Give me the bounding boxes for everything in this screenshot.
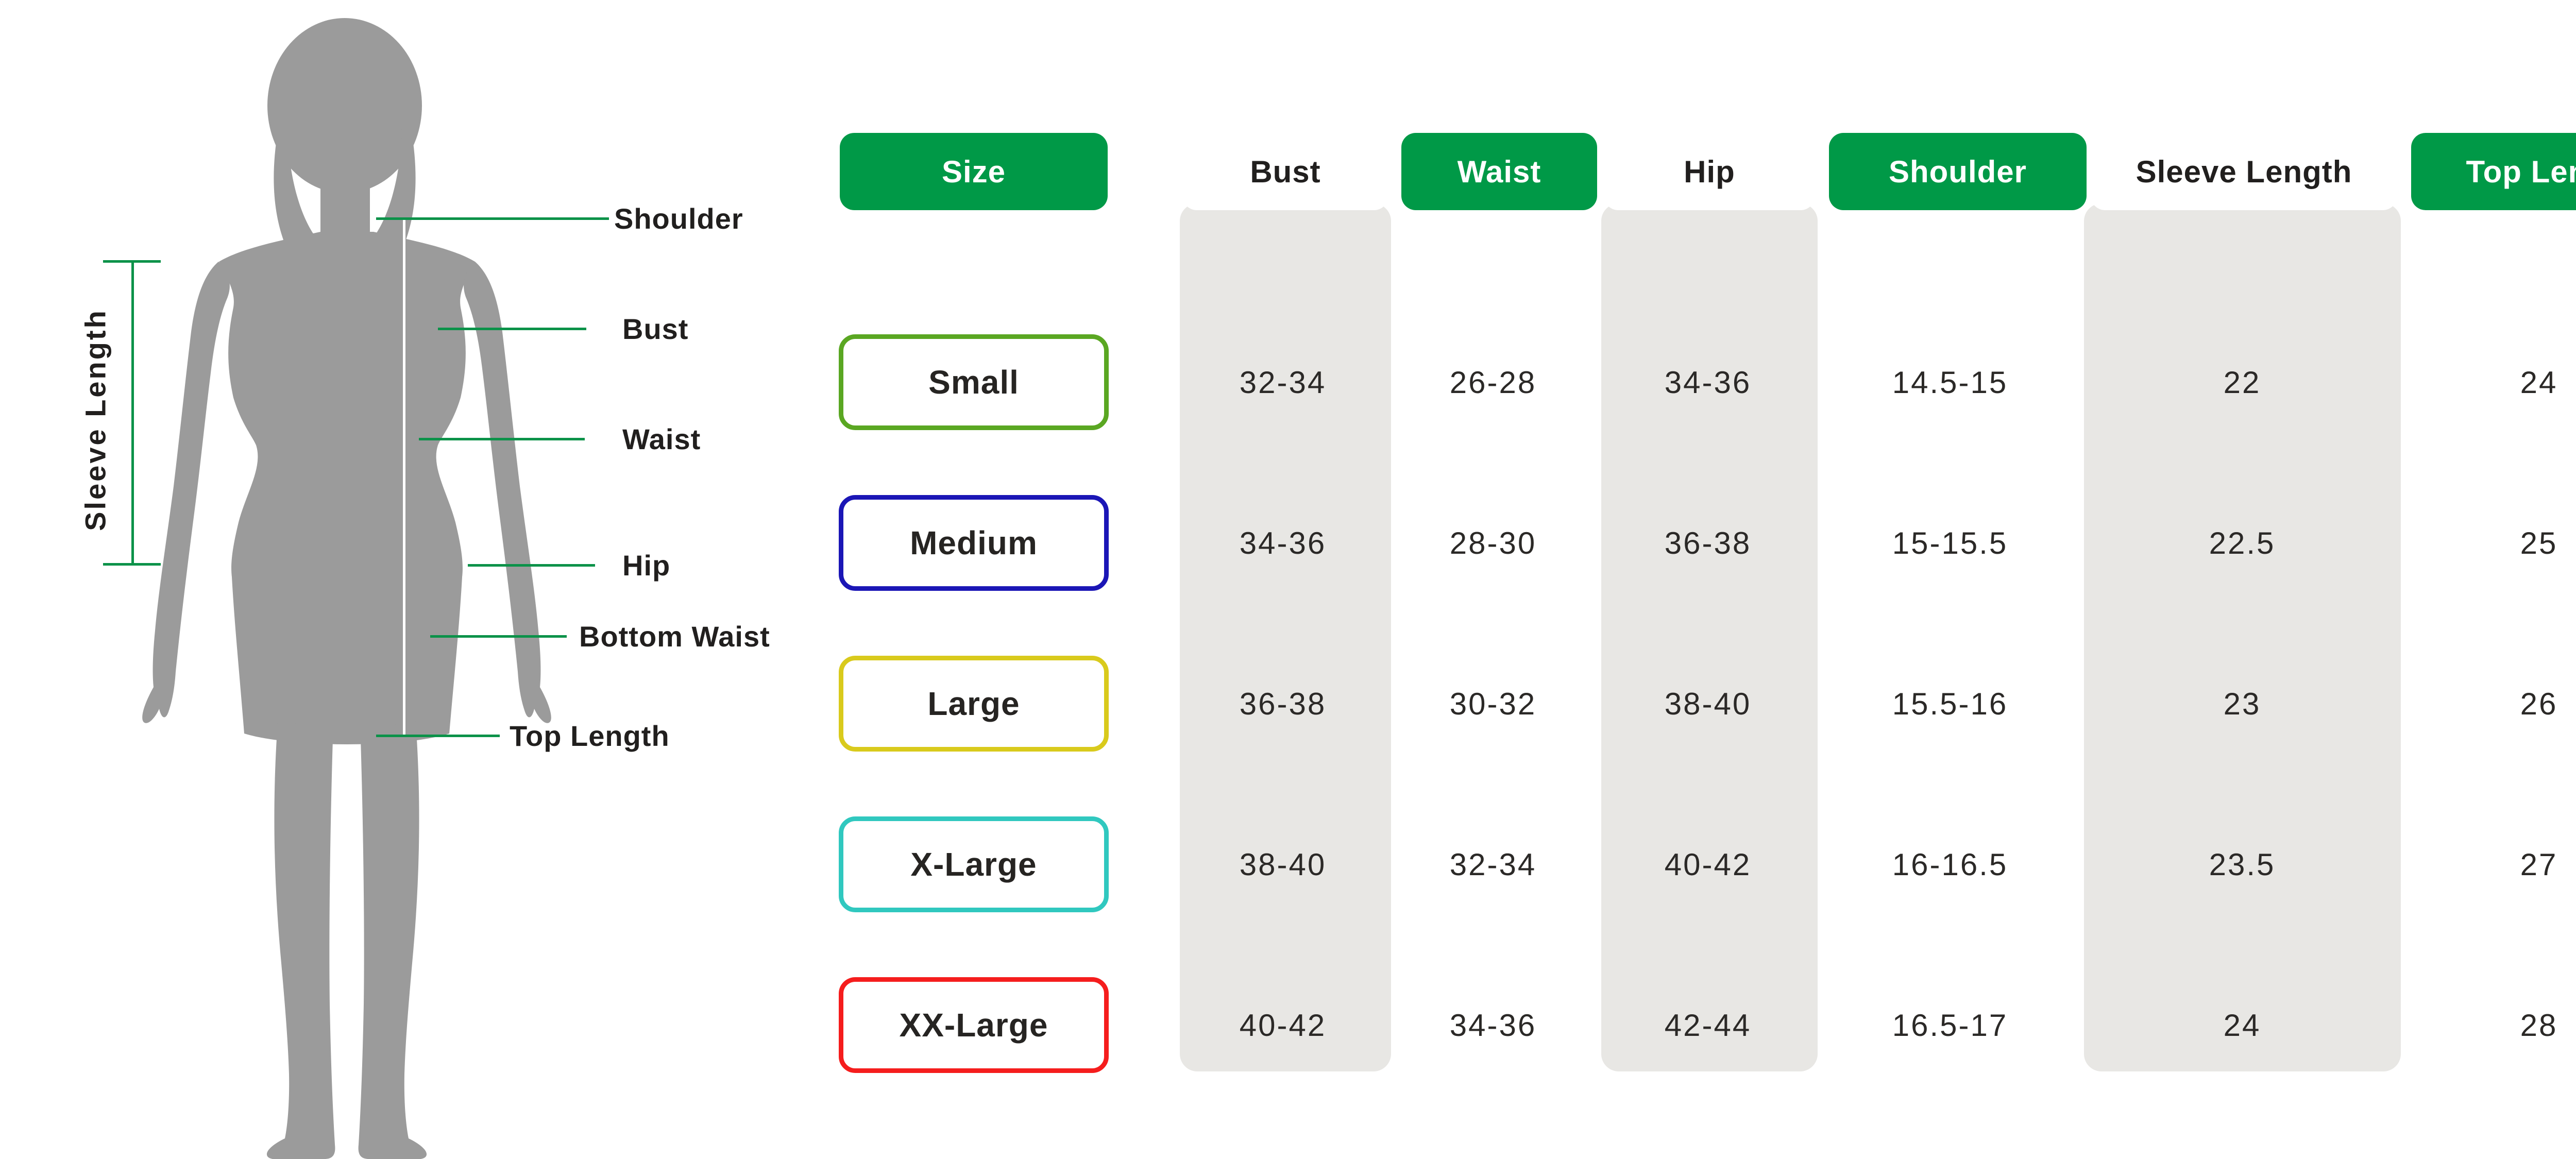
size-row-x-large: X-Large: [839, 816, 1109, 912]
top-length-callout-line: [376, 735, 500, 737]
header-top-length: Top Length: [2411, 133, 2576, 210]
sleeve-length-bracket-line: [131, 261, 134, 566]
header-hip: Hip: [1604, 133, 1815, 210]
waist-callout-line: [419, 438, 585, 440]
shoulder-label: Shoulder: [614, 202, 743, 235]
top-length-x-large: 27: [2520, 847, 2558, 882]
bust-small: 32-34: [1239, 365, 1327, 400]
top-length-xx-large: 28: [2520, 1008, 2558, 1043]
bust-label: Bust: [622, 312, 689, 345]
bust-medium: 34-36: [1239, 525, 1327, 560]
hip-xx-large: 42-44: [1664, 1008, 1752, 1043]
waist-label: Waist: [622, 422, 701, 455]
size-row-xx-large: XX-Large: [839, 977, 1109, 1073]
shoulder-callout-line: [376, 217, 609, 220]
top-length-label: Top Length: [510, 719, 670, 752]
bust-xx-large: 40-42: [1239, 1008, 1327, 1043]
shoulder-large: 15.5-16: [1892, 686, 2008, 721]
hip-large: 38-40: [1664, 686, 1752, 721]
bust-large: 36-38: [1239, 686, 1327, 721]
silhouette-head: [267, 18, 422, 193]
bottom-waist-label: Bottom Waist: [579, 620, 770, 653]
header-shoulder: Shoulder: [1829, 133, 2087, 210]
center-measure-line: [403, 219, 405, 737]
shoulder-xx-large: 16.5-17: [1892, 1008, 2008, 1043]
sleeve-x-large: 23.5: [2209, 847, 2276, 882]
bust-callout-line: [438, 328, 586, 330]
top-length-large: 26: [2520, 686, 2558, 721]
hip-column-band: [1601, 203, 1818, 1071]
waist-large: 30-32: [1449, 686, 1537, 721]
sleeve-xx-large: 24: [2223, 1008, 2261, 1043]
top-length-medium: 25: [2520, 525, 2558, 560]
hip-label: Hip: [622, 549, 671, 582]
sleeve-length-column-band: [2084, 203, 2401, 1071]
sleeve-small: 22: [2223, 365, 2261, 400]
size-row-small: Small: [839, 334, 1109, 430]
sleeve-medium: 22.5: [2209, 525, 2276, 560]
sleeve-length-top-tick: [103, 260, 161, 263]
header-bust: Bust: [1182, 133, 1388, 210]
shoulder-small: 14.5-15: [1892, 365, 2008, 400]
waist-small: 26-28: [1449, 365, 1537, 400]
header-size: Size: [840, 133, 1108, 210]
bust-column-band: [1180, 203, 1391, 1071]
size-row-medium: Medium: [839, 495, 1109, 591]
bust-x-large: 38-40: [1239, 847, 1327, 882]
hip-callout-line: [468, 564, 595, 567]
waist-medium: 28-30: [1449, 525, 1537, 560]
hip-medium: 36-38: [1664, 525, 1752, 560]
hip-small: 34-36: [1664, 365, 1752, 400]
header-waist: Waist: [1401, 133, 1597, 210]
sleeve-large: 23: [2223, 686, 2261, 721]
shoulder-medium: 15-15.5: [1892, 525, 2008, 560]
shoulder-x-large: 16-16.5: [1892, 847, 2008, 882]
waist-xx-large: 34-36: [1449, 1008, 1537, 1043]
header-sleeve-length: Sleeve Length: [2091, 133, 2397, 210]
hip-x-large: 40-42: [1664, 847, 1752, 882]
bottom-waist-callout-line: [430, 635, 567, 638]
waist-x-large: 32-34: [1449, 847, 1537, 882]
size-row-large: Large: [839, 656, 1109, 752]
sleeve-length-bottom-tick: [103, 563, 161, 566]
top-length-small: 24: [2520, 365, 2558, 400]
